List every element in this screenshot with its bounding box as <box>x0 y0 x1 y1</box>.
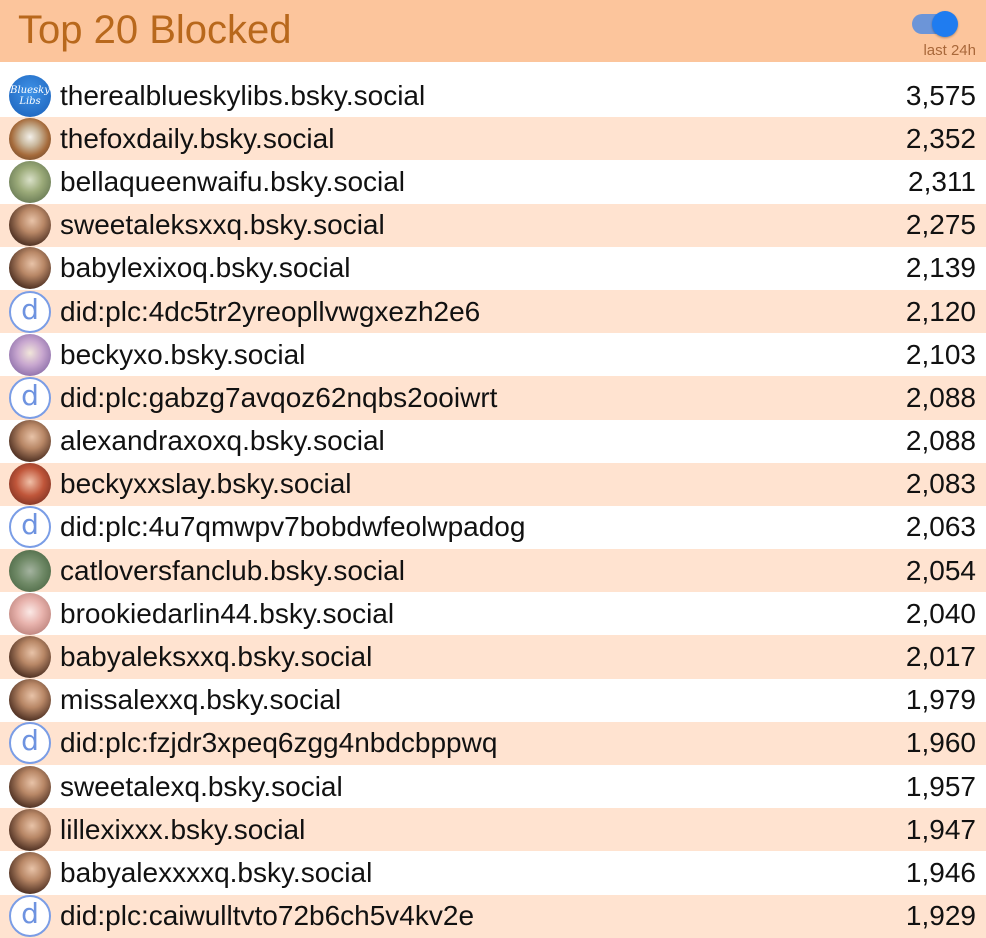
account-handle[interactable]: beckyxo.bsky.social <box>60 338 306 370</box>
account-handle[interactable]: did:plc:gabzg7avqoz62nqbs2ooiwrt <box>60 381 498 413</box>
list-item[interactable]: babyalexxxxq.bsky.social 1,946 <box>0 851 986 894</box>
block-count: 1,979 <box>905 684 976 716</box>
avatar[interactable] <box>9 808 51 851</box>
avatar[interactable] <box>9 247 51 290</box>
avatar[interactable] <box>9 333 51 376</box>
avatar[interactable] <box>9 549 51 592</box>
avatar[interactable] <box>9 117 51 160</box>
block-count: 2,088 <box>905 381 976 413</box>
block-count: 1,929 <box>905 900 976 932</box>
blocked-accounts-list: Bluesky Libs therealblueskylibs.bsky.socia… <box>0 74 986 938</box>
avatar[interactable] <box>9 160 51 203</box>
list-item[interactable]: sweetalexq.bsky.social 1,957 <box>0 765 986 808</box>
account-handle[interactable]: missalexxq.bsky.social <box>60 684 342 716</box>
account-handle[interactable]: beckyxxslay.bsky.social <box>60 468 352 500</box>
default-avatar-icon[interactable]: d <box>9 376 51 419</box>
account-handle[interactable]: did:plc:4u7qmwpv7bobdwfeolwpadog <box>60 511 526 543</box>
account-handle[interactable]: brookiedarlin44.bsky.social <box>60 597 395 629</box>
block-count: 1,960 <box>905 727 976 759</box>
avatar[interactable] <box>9 420 51 463</box>
block-count: 2,063 <box>905 511 976 543</box>
list-item[interactable]: alexandraxoxq.bsky.social 2,088 <box>0 420 986 463</box>
list-item[interactable]: d did:plc:4u7qmwpv7bobdwfeolwpadog 2,063 <box>0 506 986 549</box>
list-item[interactable]: bellaqueenwaifu.bsky.social 2,311 <box>0 160 986 203</box>
account-handle[interactable]: therealblueskylibs.bsky.social <box>60 79 426 111</box>
block-count: 2,311 <box>908 165 976 197</box>
account-handle[interactable]: sweetaleksxxq.bsky.social <box>60 209 385 241</box>
account-handle[interactable]: lillexixxx.bsky.social <box>60 813 306 845</box>
block-count: 2,088 <box>905 425 976 457</box>
block-count: 2,017 <box>905 641 976 673</box>
block-count: 2,139 <box>905 252 976 284</box>
list-item[interactable]: babyaleksxxq.bsky.social 2,017 <box>0 635 986 679</box>
avatar[interactable] <box>9 679 51 722</box>
avatar-letter: d <box>21 897 39 931</box>
account-handle[interactable]: sweetalexq.bsky.social <box>60 770 343 802</box>
toggle-label: last 24h <box>923 42 976 59</box>
list-item[interactable]: beckyxxslay.bsky.social 2,083 <box>0 462 986 506</box>
default-avatar-icon[interactable]: d <box>9 895 51 938</box>
block-count: 2,083 <box>905 468 976 500</box>
panel-title: Top 20 Blocked <box>18 8 292 52</box>
account-handle[interactable]: thefoxdaily.bsky.social <box>60 122 335 154</box>
block-count: 1,946 <box>905 856 976 888</box>
default-avatar-icon[interactable]: d <box>9 290 51 333</box>
avatar-letter: d <box>21 378 39 412</box>
default-avatar-icon[interactable]: d <box>9 506 51 549</box>
avatar-logo-text: Bluesky <box>10 84 50 96</box>
block-count: 2,120 <box>905 295 976 327</box>
avatar[interactable] <box>9 851 51 894</box>
list-item[interactable]: missalexxq.bsky.social 1,979 <box>0 679 986 722</box>
avatar[interactable] <box>9 636 51 679</box>
avatar[interactable] <box>9 463 51 506</box>
avatar-logo-text: Libs <box>19 95 41 107</box>
list-item[interactable]: d did:plc:caiwulltvto72b6ch5v4kv2e 1,929 <box>0 894 986 938</box>
block-count: 2,275 <box>905 209 976 241</box>
block-count: 1,957 <box>905 770 976 802</box>
list-item[interactable]: lillexixxx.bsky.social 1,947 <box>0 808 986 852</box>
block-count: 2,054 <box>905 554 976 586</box>
block-count: 2,040 <box>905 597 976 629</box>
account-handle[interactable]: catloversfanclub.bsky.social <box>60 554 405 586</box>
list-item[interactable]: beckyxo.bsky.social 2,103 <box>0 333 986 376</box>
avatar[interactable]: Bluesky Libs <box>9 74 51 117</box>
list-item[interactable]: d did:plc:fzjdr3xpeq6zgg4nbdcbppwq 1,960 <box>0 721 986 765</box>
block-count: 3,575 <box>905 79 976 111</box>
avatar-letter: d <box>21 724 39 758</box>
list-item[interactable]: brookiedarlin44.bsky.social 2,040 <box>0 592 986 635</box>
list-item[interactable]: d did:plc:4dc5tr2yreopllvwgxezh2e6 2,120 <box>0 289 986 334</box>
avatar[interactable] <box>9 204 51 247</box>
time-range-toggle-group: last 24h <box>906 8 976 60</box>
block-count: 1,947 <box>905 813 976 845</box>
account-handle[interactable]: babylexixoq.bsky.social <box>60 252 351 284</box>
list-item[interactable]: sweetaleksxxq.bsky.social 2,275 <box>0 203 986 247</box>
avatar[interactable] <box>9 592 51 635</box>
account-handle[interactable]: alexandraxoxq.bsky.social <box>60 425 385 457</box>
account-handle[interactable]: did:plc:caiwulltvto72b6ch5v4kv2e <box>60 900 475 932</box>
list-item[interactable]: catloversfanclub.bsky.social 2,054 <box>0 549 986 593</box>
avatar-letter: d <box>21 508 39 542</box>
account-handle[interactable]: did:plc:fzjdr3xpeq6zgg4nbdcbppwq <box>60 727 498 759</box>
account-handle[interactable]: babyalexxxxq.bsky.social <box>60 856 373 888</box>
block-count: 2,103 <box>905 338 976 370</box>
last-24h-toggle[interactable] <box>912 11 958 37</box>
list-item[interactable]: d did:plc:gabzg7avqoz62nqbs2ooiwrt 2,088 <box>0 376 986 420</box>
list-item[interactable]: babylexixoq.bsky.social 2,139 <box>0 247 986 290</box>
list-item[interactable]: Bluesky Libs therealblueskylibs.bsky.socia… <box>0 74 986 117</box>
list-item[interactable]: thefoxdaily.bsky.social 2,352 <box>0 117 986 161</box>
account-handle[interactable]: bellaqueenwaifu.bsky.social <box>60 165 406 197</box>
avatar[interactable] <box>9 765 51 808</box>
panel-header: Top 20 Blocked last 24h <box>0 0 986 62</box>
account-handle[interactable]: babyaleksxxq.bsky.social <box>60 641 373 673</box>
account-handle[interactable]: did:plc:4dc5tr2yreopllvwgxezh2e6 <box>60 295 481 327</box>
default-avatar-icon[interactable]: d <box>9 722 51 765</box>
block-count: 2,352 <box>905 122 976 154</box>
avatar-letter: d <box>21 292 39 326</box>
toggle-knob <box>932 11 958 37</box>
